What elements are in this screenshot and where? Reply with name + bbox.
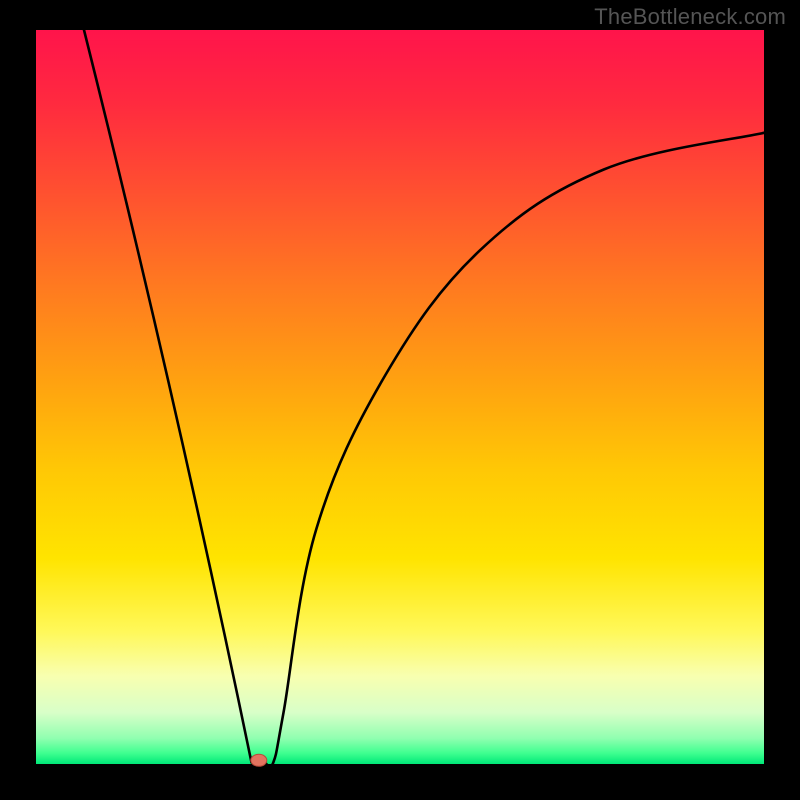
plot-area-gradient <box>36 30 764 764</box>
minimum-marker <box>251 754 267 766</box>
chart-svg <box>0 0 800 800</box>
chart-container: TheBottleneck.com <box>0 0 800 800</box>
watermark-text: TheBottleneck.com <box>594 4 786 30</box>
